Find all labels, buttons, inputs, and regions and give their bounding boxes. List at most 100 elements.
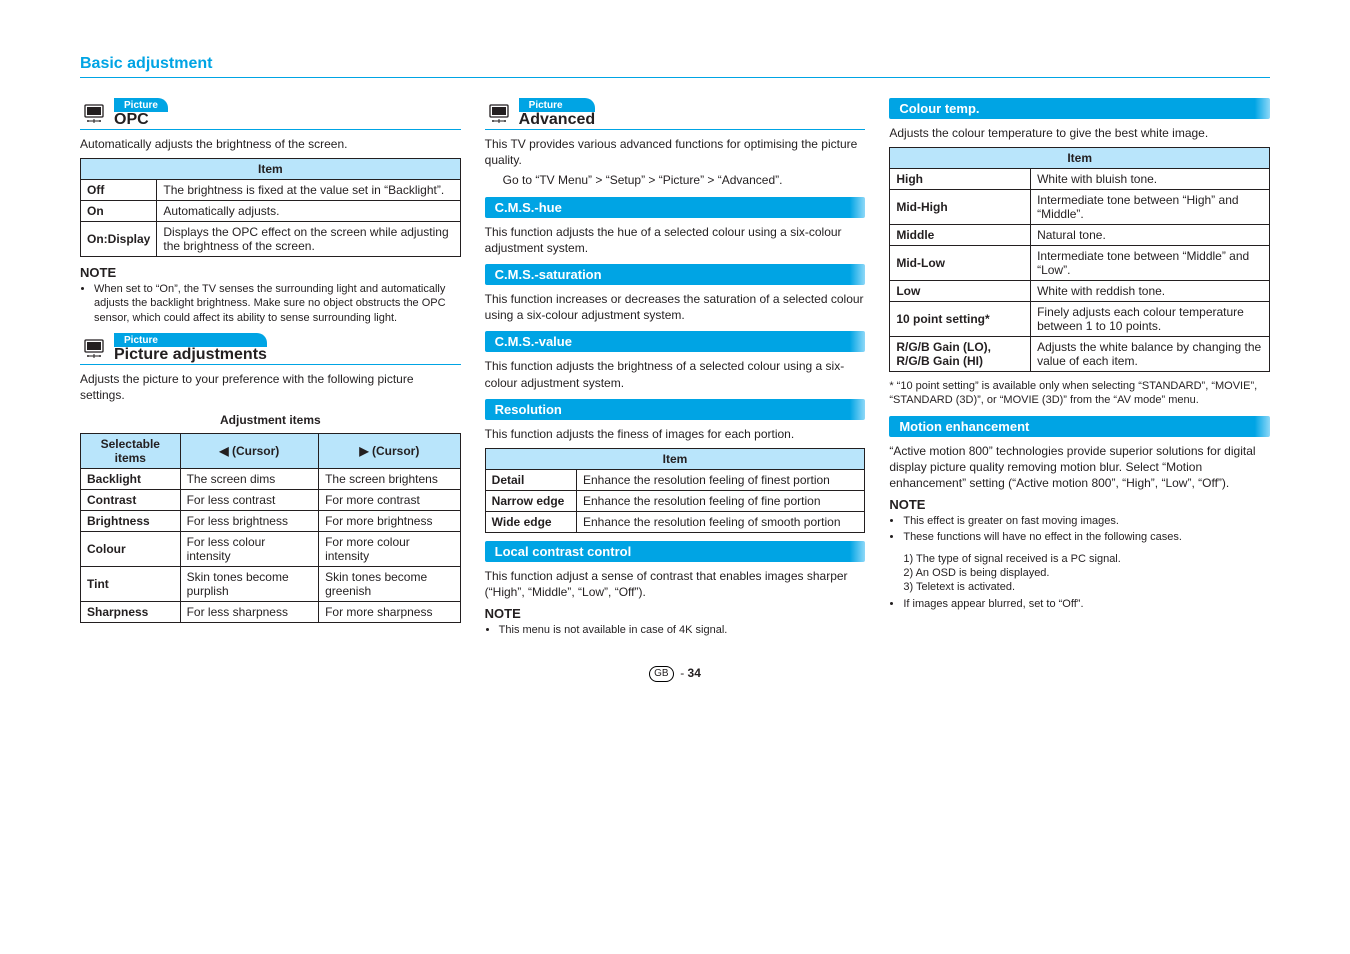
motion-sub-note: 1) The type of signal received is a PC s… [903, 552, 1270, 566]
adj-header-items: Selectable items [81, 434, 181, 469]
motion-text: “Active motion 800” technologies provide… [889, 443, 1270, 492]
opc-note-list: When set to “On”, the TV senses the surr… [80, 282, 461, 325]
table-cell: For more colour intensity [319, 532, 461, 567]
picture-icon [80, 335, 108, 363]
table-cell: For less brightness [180, 511, 319, 532]
colour-temp-footnote: * “10 point setting” is available only w… [889, 380, 1270, 408]
table-row-label: Mid-Low [890, 246, 1031, 281]
resolution-text: This function adjusts the finess of imag… [485, 426, 866, 442]
table-cell: For more contrast [319, 490, 461, 511]
table-cell: The screen brightens [319, 469, 461, 490]
footer-page-number: 34 [688, 666, 701, 680]
picture-icon [80, 100, 108, 128]
table-row-label: High [890, 169, 1031, 190]
colour-temp-table-header: Item [890, 148, 1270, 169]
picadj-intro: Adjusts the picture to your preference w… [80, 371, 461, 403]
table-row-value: Intermediate tone between “High” and “Mi… [1031, 190, 1270, 225]
sub-header-cms-value: C.M.S.-value [485, 331, 866, 352]
table-cell: For less colour intensity [180, 532, 319, 567]
note-item: This menu is not available in case of 4K… [499, 623, 866, 637]
table-row-value: Enhance the resolution feeling of finest… [577, 469, 865, 490]
table-row-label: Off [81, 180, 157, 201]
sub-header-cms-hue: C.M.S.-hue [485, 197, 866, 218]
advanced-intro: This TV provides various advanced functi… [485, 136, 866, 168]
table-cell: Skin tones become greenish [319, 567, 461, 602]
table-row-label: Middle [890, 225, 1031, 246]
section-category: Picture [519, 98, 595, 112]
motion-sub-note: 3) Teletext is activated. [903, 580, 1270, 594]
motion-sub-note: 2) An OSD is being displayed. [903, 566, 1270, 580]
local-contrast-text: This function adjust a sense of contrast… [485, 568, 866, 600]
sub-header-cms-saturation: C.M.S.-saturation [485, 264, 866, 285]
resolution-table: Item Detail Enhance the resolution feeli… [485, 448, 866, 533]
table-row-value: The brightness is fixed at the value set… [157, 180, 460, 201]
cms-hue-text: This function adjusts the hue of a selec… [485, 224, 866, 256]
table-row-label: 10 point setting* [890, 302, 1031, 337]
section-opc: Picture OPC [80, 98, 461, 130]
table-cell: For less sharpness [180, 602, 319, 623]
sub-header-resolution: Resolution [485, 399, 866, 420]
column-2: Picture Advanced This TV provides variou… [485, 98, 866, 646]
picture-icon [485, 100, 513, 128]
table-row-label: Colour [81, 532, 181, 567]
adj-header-left: ◀ (Cursor) [180, 434, 319, 469]
page-footer: GB - 34 [80, 666, 1270, 682]
table-cell: Skin tones become purplish [180, 567, 319, 602]
section-picture-adjustments: Picture Picture adjustments [80, 333, 461, 365]
local-contrast-note-list: This menu is not available in case of 4K… [485, 623, 866, 637]
section-title: Advanced [519, 111, 595, 129]
table-row-value: White with bluish tone. [1031, 169, 1270, 190]
table-row-value: Displays the OPC effect on the screen wh… [157, 222, 460, 257]
table-cell: For more sharpness [319, 602, 461, 623]
table-row-value: Finely adjusts each colour temperature b… [1031, 302, 1270, 337]
note-title: NOTE [889, 497, 1270, 512]
column-3: Colour temp. Adjusts the colour temperat… [889, 98, 1270, 646]
sub-header-colour-temp: Colour temp. [889, 98, 1270, 119]
table-row-value: Natural tone. [1031, 225, 1270, 246]
cms-sat-text: This function increases or decreases the… [485, 291, 866, 323]
page-title: Basic adjustment [80, 55, 1270, 73]
adjustment-table: Selectable items ◀ (Cursor) ▶ (Cursor) B… [80, 433, 461, 623]
table-row-label: Backlight [81, 469, 181, 490]
table-row-label: Low [890, 281, 1031, 302]
table-row-value: Enhance the resolution feeling of fine p… [577, 490, 865, 511]
note-item: When set to “On”, the TV senses the surr… [94, 282, 461, 325]
section-title: OPC [114, 111, 168, 129]
table-row-value: White with reddish tone. [1031, 281, 1270, 302]
note-title: NOTE [80, 265, 461, 280]
note-title: NOTE [485, 606, 866, 621]
table-row-label: Detail [485, 469, 576, 490]
note-item: These functions will have no effect in t… [903, 530, 1270, 544]
table-row-label: Tint [81, 567, 181, 602]
sub-header-motion-enhancement: Motion enhancement [889, 416, 1270, 437]
table-row-label: R/G/B Gain (LO), R/G/B Gain (HI) [890, 337, 1031, 372]
table-row-value: Enhance the resolution feeling of smooth… [577, 511, 865, 532]
table-row-label: Contrast [81, 490, 181, 511]
section-advanced: Picture Advanced [485, 98, 866, 130]
table-cell: The screen dims [180, 469, 319, 490]
table-row-label: Wide edge [485, 511, 576, 532]
table-row-value: Automatically adjusts. [157, 201, 460, 222]
opc-intro: Automatically adjusts the brightness of … [80, 136, 461, 152]
note-item: If images appear blurred, set to “Off”. [903, 597, 1270, 611]
note-item: This effect is greater on fast moving im… [903, 514, 1270, 528]
section-title: Picture adjustments [114, 346, 267, 364]
section-category: Picture [114, 333, 267, 347]
title-underline [80, 77, 1270, 78]
column-1: Picture OPC Automatically adjusts the br… [80, 98, 461, 646]
table-row-label: On:Display [81, 222, 157, 257]
opc-table: Item Off The brightness is fixed at the … [80, 158, 461, 257]
sub-header-local-contrast: Local contrast control [485, 541, 866, 562]
section-category: Picture [114, 98, 168, 112]
motion-note-list: This effect is greater on fast moving im… [889, 514, 1270, 544]
table-row-label: On [81, 201, 157, 222]
footer-region: GB [649, 666, 673, 682]
advanced-path: Go to “TV Menu” > “Setup” > “Picture” > … [503, 172, 866, 188]
adj-header-right: ▶ (Cursor) [319, 434, 461, 469]
table-row-label: Brightness [81, 511, 181, 532]
resolution-table-header: Item [485, 448, 865, 469]
adjustment-items-title: Adjustment items [80, 413, 461, 427]
table-cell: For less contrast [180, 490, 319, 511]
table-row-label: Sharpness [81, 602, 181, 623]
colour-temp-intro: Adjusts the colour temperature to give t… [889, 125, 1270, 141]
